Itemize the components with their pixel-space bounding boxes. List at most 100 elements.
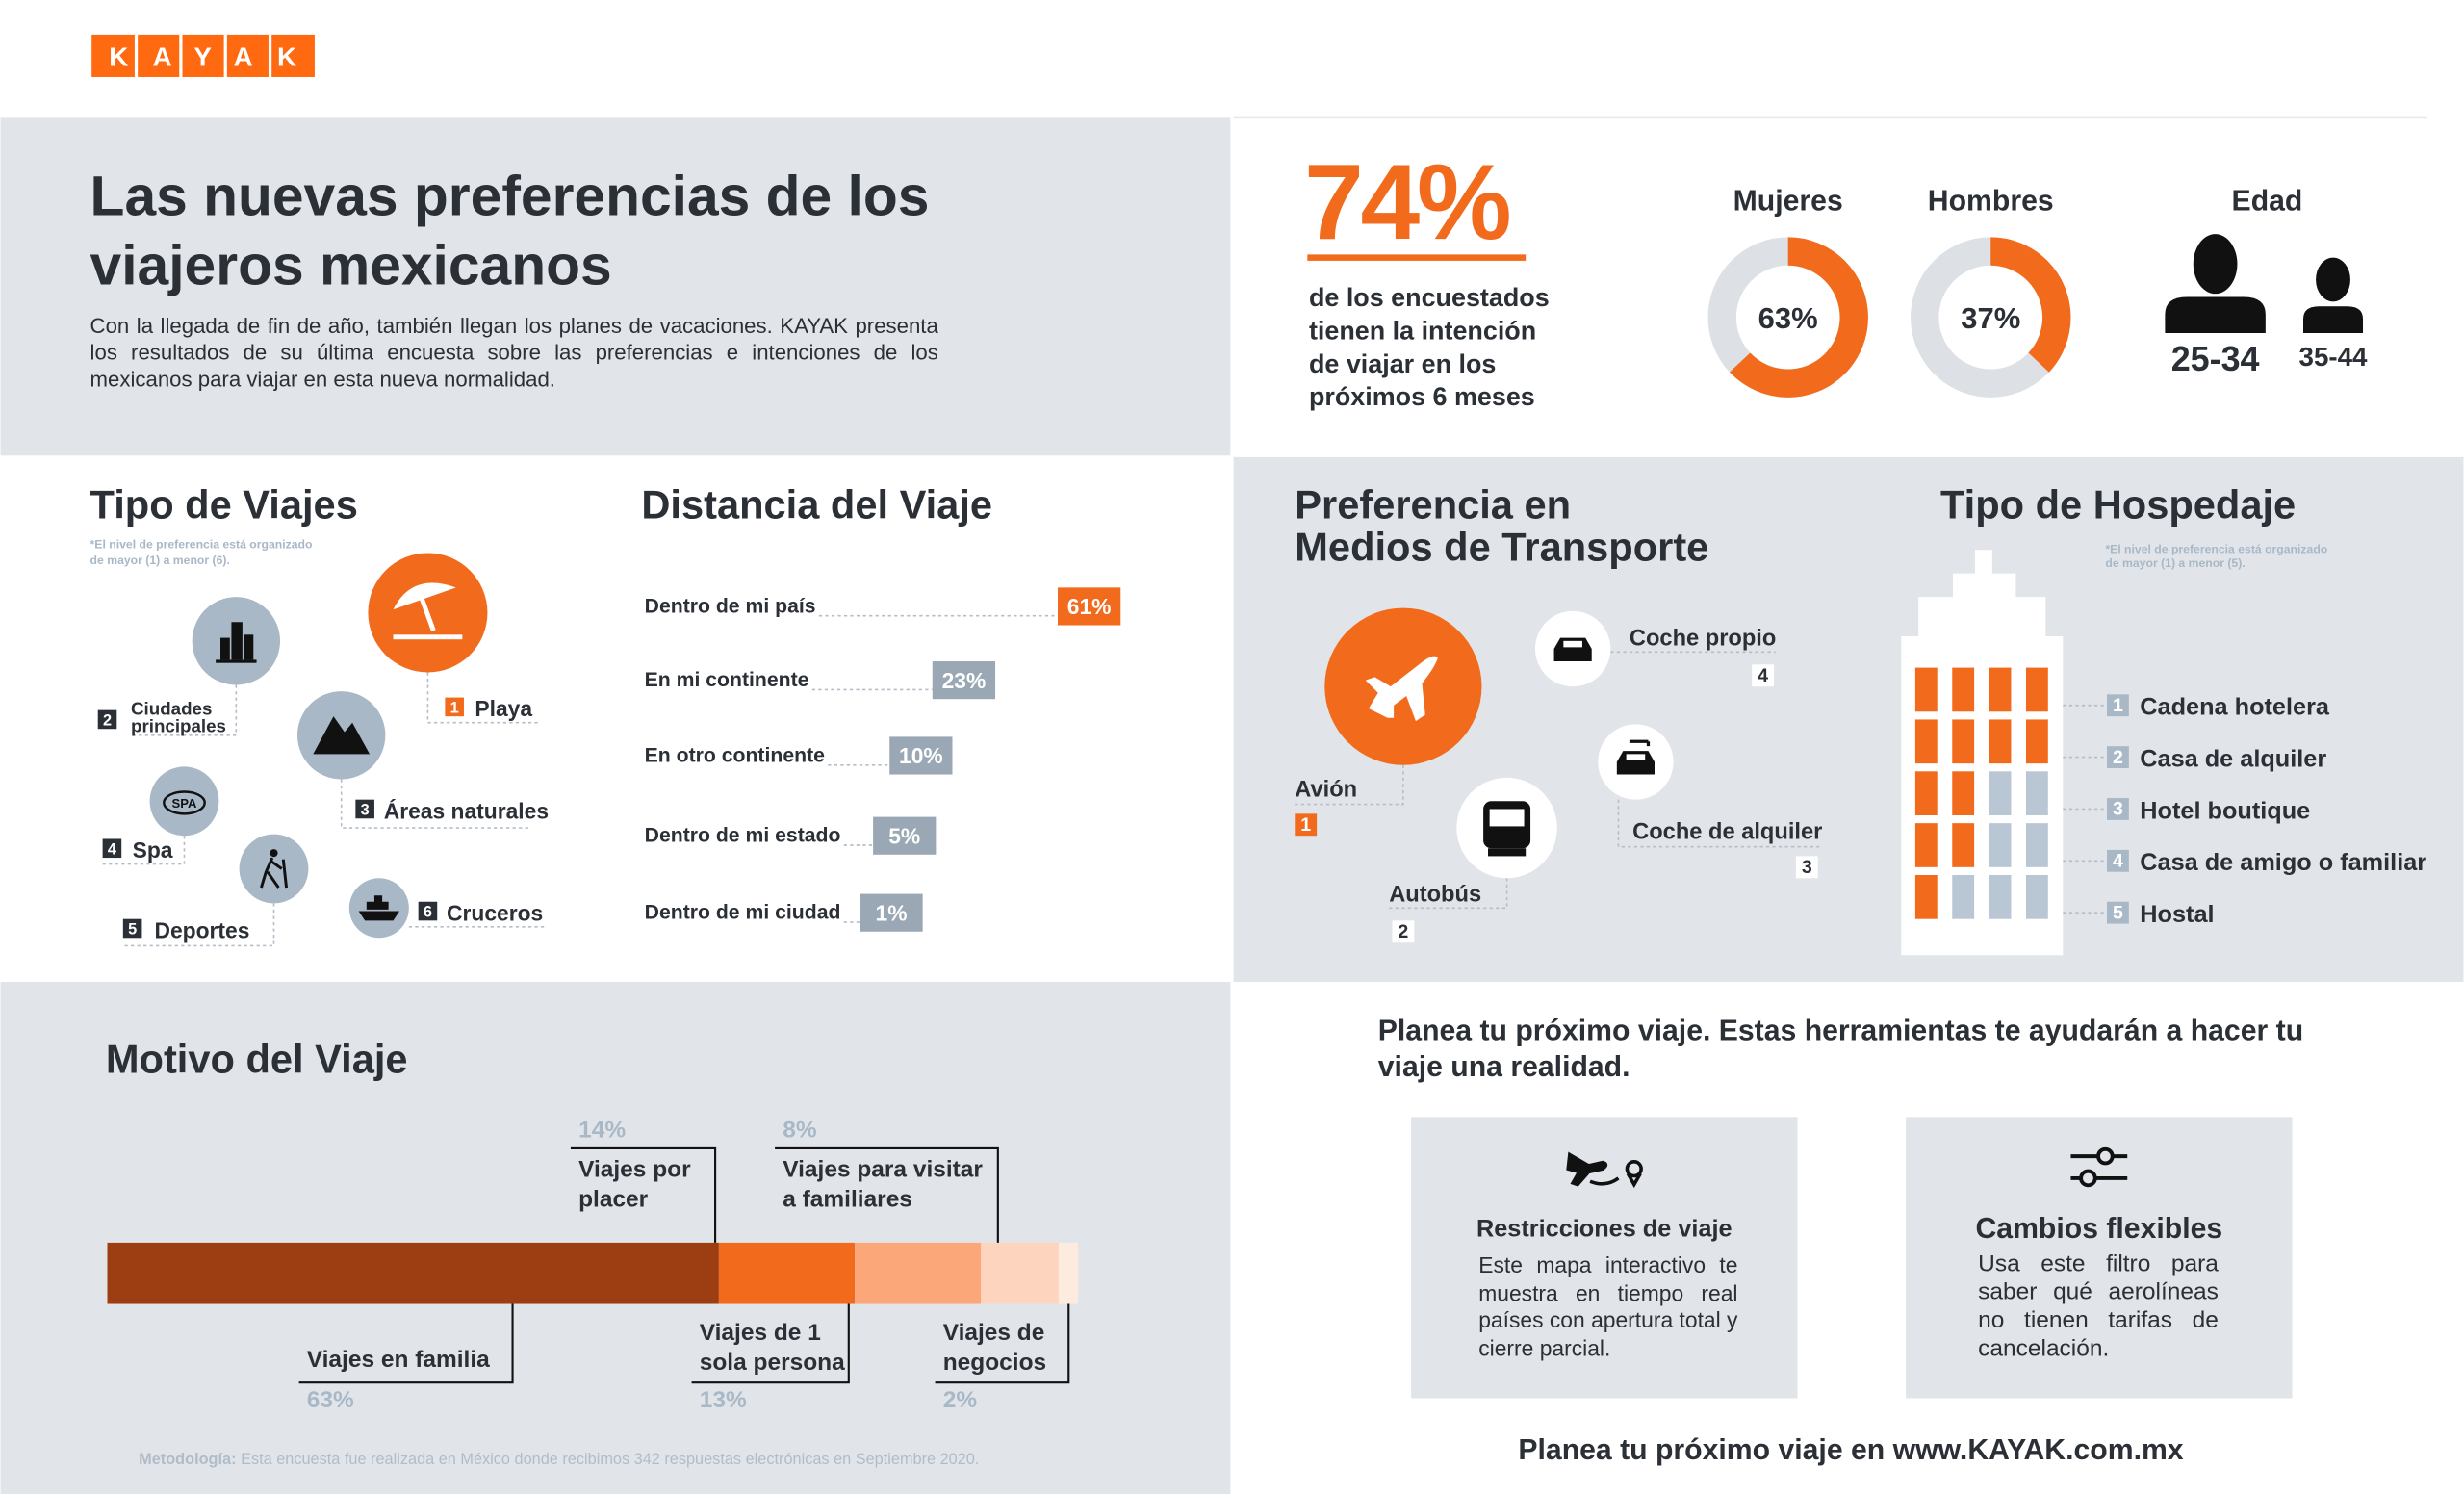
panel — [0, 981, 1231, 1494]
rank-number: 2 — [1398, 921, 1408, 942]
label-bracket — [775, 1146, 999, 1243]
bar-segment — [855, 1242, 982, 1304]
trip-label: Ciudades — [131, 699, 212, 719]
segment-label: Viajes en familia — [307, 1347, 490, 1373]
icon-circle — [239, 834, 309, 904]
trip-label: Spa — [133, 837, 173, 863]
age-group: 35-44 — [2299, 342, 2369, 372]
stat-text: de los encuestados — [1309, 283, 1550, 312]
building-icon — [220, 637, 230, 660]
panel — [0, 117, 1231, 456]
building-icon — [244, 634, 254, 660]
value-box — [1058, 587, 1121, 626]
trip-label: Deportes — [154, 917, 249, 942]
window — [1914, 771, 1938, 815]
rank-box — [2107, 694, 2129, 717]
window — [2025, 719, 2048, 764]
rank-number: 1 — [450, 700, 459, 717]
rank-box — [2107, 746, 2129, 769]
bus-wheels — [1488, 848, 1527, 857]
window — [1952, 771, 1975, 815]
value-label: 61% — [1067, 594, 1112, 619]
key-icon — [1629, 739, 1651, 747]
leader-line — [1617, 799, 1823, 848]
lodging-label: Hostal — [2140, 901, 2214, 928]
tool-icon — [2070, 1146, 2128, 1188]
icon-glyph — [313, 716, 371, 755]
rank-box — [2107, 901, 2129, 924]
section-title: Tipo de Viajes — [90, 482, 358, 528]
lodging-label: Casa de alquiler — [2140, 745, 2326, 772]
bar-segment — [1058, 1242, 1079, 1304]
distance-label: En mi continente — [645, 669, 809, 691]
head — [270, 849, 278, 858]
building-icon — [231, 622, 243, 660]
rank-number: 2 — [103, 712, 112, 730]
rank-box — [1295, 813, 1318, 837]
segment-value: 8% — [783, 1118, 817, 1144]
icon-glyph — [216, 622, 257, 663]
segment-label: negocios — [943, 1350, 1046, 1376]
big-stat: 74% — [1304, 142, 1509, 262]
rank-box — [2107, 798, 2129, 820]
trip-label: Cruceros — [447, 900, 543, 925]
logo-dividers — [134, 34, 272, 77]
ship — [358, 895, 400, 921]
donut-arc — [1911, 237, 2071, 398]
stat-text: de viajar en los — [1309, 349, 1496, 378]
leader-line — [426, 672, 538, 724]
donut-label: 63% — [1758, 301, 1818, 335]
value-label: 10% — [899, 743, 943, 768]
transport-label: Coche de alquiler — [1632, 819, 1822, 844]
value-box — [889, 736, 953, 775]
segment-label: sola persona — [700, 1350, 845, 1376]
bar-segment — [718, 1242, 856, 1304]
donut-label: 37% — [1961, 301, 2020, 335]
value-box — [873, 816, 937, 855]
spa-text: SPA — [172, 796, 197, 811]
logo: KAYAK — [109, 42, 321, 72]
label-bracket — [298, 1303, 514, 1384]
distance-label: Dentro de mi país — [645, 595, 816, 617]
value-box — [860, 893, 923, 932]
window — [1952, 823, 1975, 867]
rank-box — [445, 697, 464, 717]
window — [1989, 771, 2012, 815]
footer[interactable]: Planea tu próximo viaje en www.KAYAK.com… — [1518, 1434, 2183, 1466]
value-label: 23% — [942, 668, 987, 693]
value-label: 1% — [876, 900, 908, 925]
methodology-label: Metodología: — [139, 1451, 236, 1468]
umbrella-pole — [417, 591, 436, 631]
bus-window — [1489, 809, 1525, 827]
tool-card[interactable] — [1906, 1117, 2293, 1399]
ground — [216, 659, 257, 663]
window — [1952, 719, 1975, 764]
title: viajeros mexicanos — [90, 234, 612, 296]
rank-number: 2 — [2113, 747, 2123, 768]
lodging-label: Cadena hotelera — [2140, 694, 2330, 721]
age-icons — [2165, 234, 2364, 333]
trip-label: Playa — [475, 696, 532, 721]
methodology: Metodología: Esta encuesta fue realizada… — [139, 1451, 979, 1468]
rank-number: 3 — [1802, 857, 1812, 878]
leader-line — [122, 903, 275, 947]
rank-number: 1 — [2113, 695, 2123, 716]
rank-number: 5 — [2113, 902, 2123, 923]
note: de mayor (1) a menor (6). — [90, 554, 230, 567]
window — [1952, 667, 1975, 712]
note: de mayor (1) a menor (5). — [2105, 556, 2245, 570]
card-text-box: Usa este filtro para saber qué aerolínea… — [1978, 1250, 2219, 1362]
icon-glyph — [163, 790, 206, 815]
stat-text: próximos 6 meses — [1309, 382, 1535, 411]
rank-number: 4 — [1758, 665, 1768, 686]
window — [2025, 823, 2048, 867]
leader-line — [1295, 764, 1404, 806]
tools-heading: Planea tu próximo viaje. Estas herramien… — [1378, 1015, 2303, 1046]
label-bracket — [935, 1303, 1070, 1384]
rank-box — [102, 838, 122, 859]
lodging-label: Casa de amigo o familiar — [2140, 849, 2426, 876]
window — [1914, 875, 1938, 919]
card-text-box: Este mapa interactivo te muestra en tiem… — [1478, 1252, 1737, 1360]
window — [1914, 667, 1938, 712]
